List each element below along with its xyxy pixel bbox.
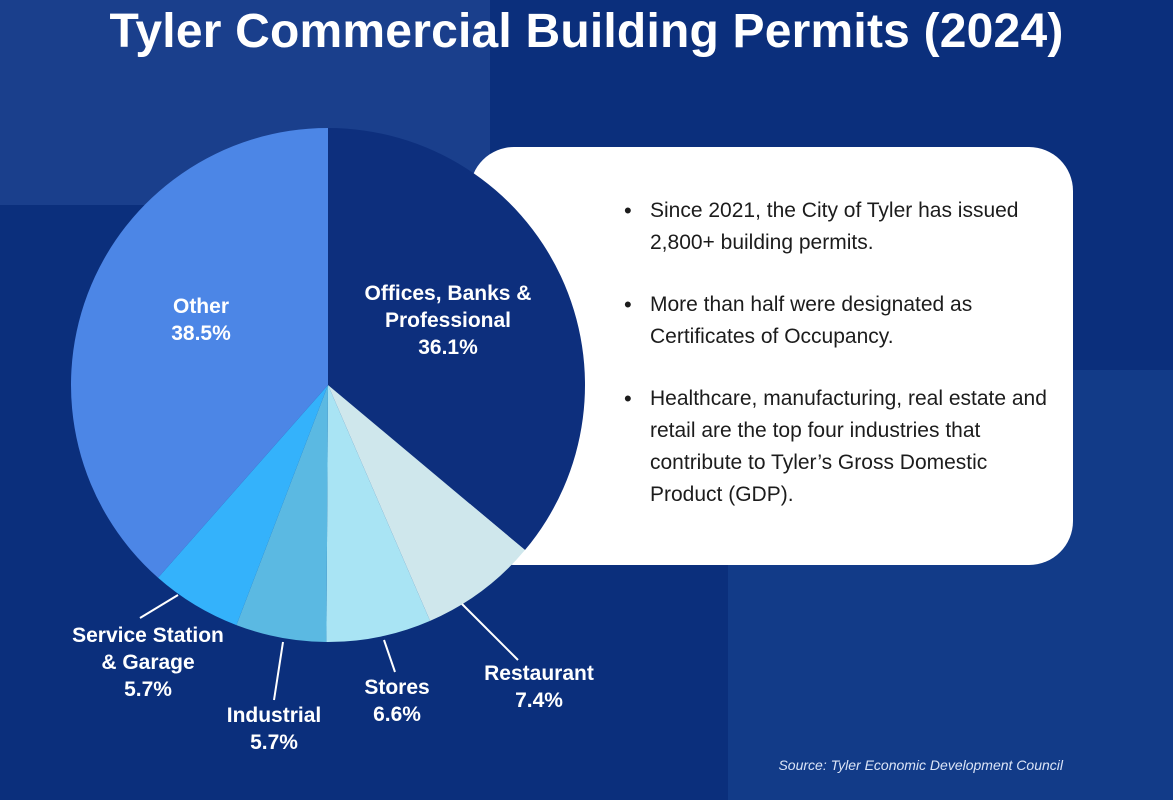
leader-line [383, 639, 396, 673]
info-card: Since 2021, the City of Tyler has issued… [470, 147, 1073, 565]
slice-label: Service Station & Garage 5.7% [72, 624, 224, 701]
leader-line [461, 603, 519, 661]
info-bullet: More than half were designated as Certif… [620, 289, 1050, 353]
pie-slice [71, 128, 328, 578]
pie-slice [236, 385, 328, 642]
page-title: Tyler Commercial Building Permits (2024) [109, 5, 1064, 58]
leader-line [273, 641, 284, 701]
slice-label: Offices, Banks & Professional 36.1% [365, 282, 532, 359]
pie-slice [326, 385, 431, 643]
pie-slice [328, 385, 525, 621]
slice-label: Restaurant 7.4% [484, 662, 594, 712]
pie-slice [158, 385, 328, 626]
leader-line [139, 594, 179, 619]
slice-label: Other 38.5% [171, 295, 231, 345]
info-bullet: Healthcare, manufacturing, real estate a… [620, 383, 1050, 511]
source-note: Source: Tyler Economic Development Counc… [778, 757, 1063, 773]
pie-slice [328, 128, 585, 551]
slice-label: Stores 6.6% [364, 676, 429, 726]
info-list: Since 2021, the City of Tyler has issued… [620, 195, 1050, 541]
info-bullet: Since 2021, the City of Tyler has issued… [620, 195, 1050, 259]
slice-label: Industrial 5.7% [227, 704, 322, 754]
